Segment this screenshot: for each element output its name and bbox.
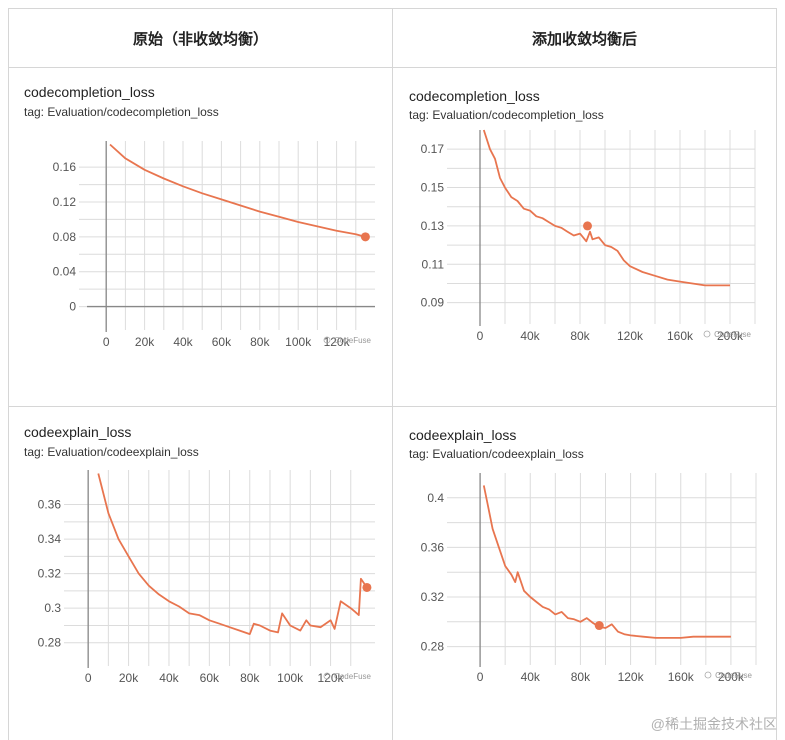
codefuse-logo: CodeFuse — [715, 671, 752, 680]
series-marker — [594, 621, 604, 631]
x-tick-label: 120k — [324, 335, 351, 349]
x-tick-label: 100k — [277, 671, 304, 685]
chart-cell-codeexplain-original: codeexplain_loss tag: Evaluation/codeexp… — [9, 407, 392, 740]
chart-cell-codecompletion-balanced: codecompletion_loss tag: Evaluation/code… — [393, 68, 776, 406]
y-tick-label: 0.04 — [53, 265, 77, 279]
chart-plot: 0.280.30.320.340.360 20k 40k 60k 80k 100k 120k… — [38, 470, 375, 685]
table-divider-middle — [392, 8, 393, 740]
y-tick-label: 0.28 — [421, 640, 445, 654]
x-tick-label: 160k — [667, 329, 694, 343]
x-tick-label: 0 — [85, 671, 92, 685]
y-tick-label: 0.36 — [38, 498, 62, 512]
codefuse-logo-icon — [323, 336, 331, 344]
y-tick-label: 0.12 — [53, 195, 77, 209]
series-line — [97, 473, 368, 636]
watermark-text: @稀土掘金技术社区 — [650, 716, 777, 732]
x-tick-label: 40k — [520, 329, 540, 343]
x-tick-label: 80k — [250, 335, 270, 349]
y-tick-label: 0.34 — [38, 532, 62, 546]
chart-tag: tag: Evaluation/codecompletion_loss — [409, 108, 604, 122]
chart-tag: tag: Evaluation/codeexplain_loss — [24, 445, 199, 459]
codefuse-logo-icon — [323, 672, 331, 680]
series-line — [482, 129, 730, 287]
series-marker — [362, 582, 372, 592]
codefuse-logo-icon — [704, 671, 712, 679]
codefuse-logo: CodeFuse — [334, 672, 371, 681]
x-tick-label: 0 — [103, 335, 110, 349]
y-tick-label: 0.15 — [421, 181, 445, 195]
y-tick-label: 0.08 — [53, 230, 77, 244]
codefuse-logo: CodeFuse — [334, 336, 371, 345]
chart-plot: 0.28 0.32 0.36 0.4 0 40k 80k 120k 160k 200kCodeFu… — [421, 473, 757, 684]
x-tick-label: 200k — [717, 329, 744, 343]
chart-cell-codeexplain-balanced: codeexplain_loss tag: Evaluation/codeexp… — [393, 407, 776, 740]
x-tick-label: 80k — [240, 671, 260, 685]
x-tick-label: 120k — [617, 329, 644, 343]
chart-tag: tag: Evaluation/codeexplain_loss — [409, 447, 584, 461]
table-header-divider — [8, 67, 777, 68]
y-tick-label: 0.28 — [38, 636, 62, 650]
x-tick-label: 60k — [200, 671, 220, 685]
chart-title: codeexplain_loss — [409, 427, 517, 443]
y-tick-label: 0.3 — [44, 601, 61, 615]
table-border-top — [8, 8, 777, 9]
x-tick-label: 80k — [570, 329, 590, 343]
table-border-right — [776, 8, 777, 740]
y-tick-label: 0.17 — [421, 142, 445, 156]
y-tick-label: 0.13 — [421, 219, 445, 233]
chart-title: codeexplain_loss — [24, 424, 132, 440]
x-tick-label: 100k — [285, 335, 312, 349]
table-border-left — [8, 8, 9, 740]
chart-plot: 0 0.04 0.08 0.12 0.16 0 20k 40k 60k 80k 100k 120kCo… — [53, 141, 375, 349]
y-tick-label: 0.4 — [427, 491, 444, 505]
chart-plot: 0.09 0.11 0.13 0.15 0.17 0 40k 80k 120k 160k 200kC… — [421, 129, 756, 343]
chart-title: codecompletion_loss — [409, 88, 540, 104]
x-tick-label: 120k — [618, 670, 645, 684]
x-tick-label: 0 — [477, 329, 484, 343]
x-tick-label: 200k — [718, 670, 745, 684]
x-tick-label: 0 — [477, 670, 484, 684]
x-tick-label: 20k — [135, 335, 155, 349]
x-tick-label: 80k — [571, 670, 591, 684]
y-tick-label: 0.36 — [421, 540, 445, 554]
chart-title: codecompletion_loss — [24, 84, 155, 100]
y-tick-label: 0 — [69, 300, 76, 314]
codefuse-logo-icon — [703, 330, 711, 338]
chart-cell-codecompletion-original: codecompletion_loss tag: Evaluation/code… — [9, 68, 392, 406]
y-tick-label: 0.32 — [38, 567, 62, 581]
codefuse-logo: CodeFuse — [714, 330, 751, 339]
series-line — [482, 485, 731, 639]
chart-tag: tag: Evaluation/codecompletion_loss — [24, 105, 219, 119]
column-header-balanced: 添加收敛均衡后 — [531, 30, 637, 48]
series-marker — [360, 232, 370, 242]
x-tick-label: 40k — [159, 671, 179, 685]
y-tick-label: 0.11 — [422, 257, 445, 271]
x-tick-label: 40k — [173, 335, 193, 349]
column-header-original: 原始（非收敛均衡） — [132, 30, 268, 48]
y-tick-label: 0.32 — [421, 590, 445, 604]
x-tick-label: 40k — [521, 670, 541, 684]
y-tick-label: 0.16 — [53, 160, 77, 174]
x-tick-label: 160k — [668, 670, 695, 684]
x-tick-label: 20k — [119, 671, 139, 685]
y-tick-label: 0.09 — [421, 296, 445, 310]
series-line — [109, 143, 366, 238]
series-marker — [583, 221, 592, 231]
table-row-divider — [8, 406, 777, 407]
x-tick-label: 60k — [212, 335, 232, 349]
